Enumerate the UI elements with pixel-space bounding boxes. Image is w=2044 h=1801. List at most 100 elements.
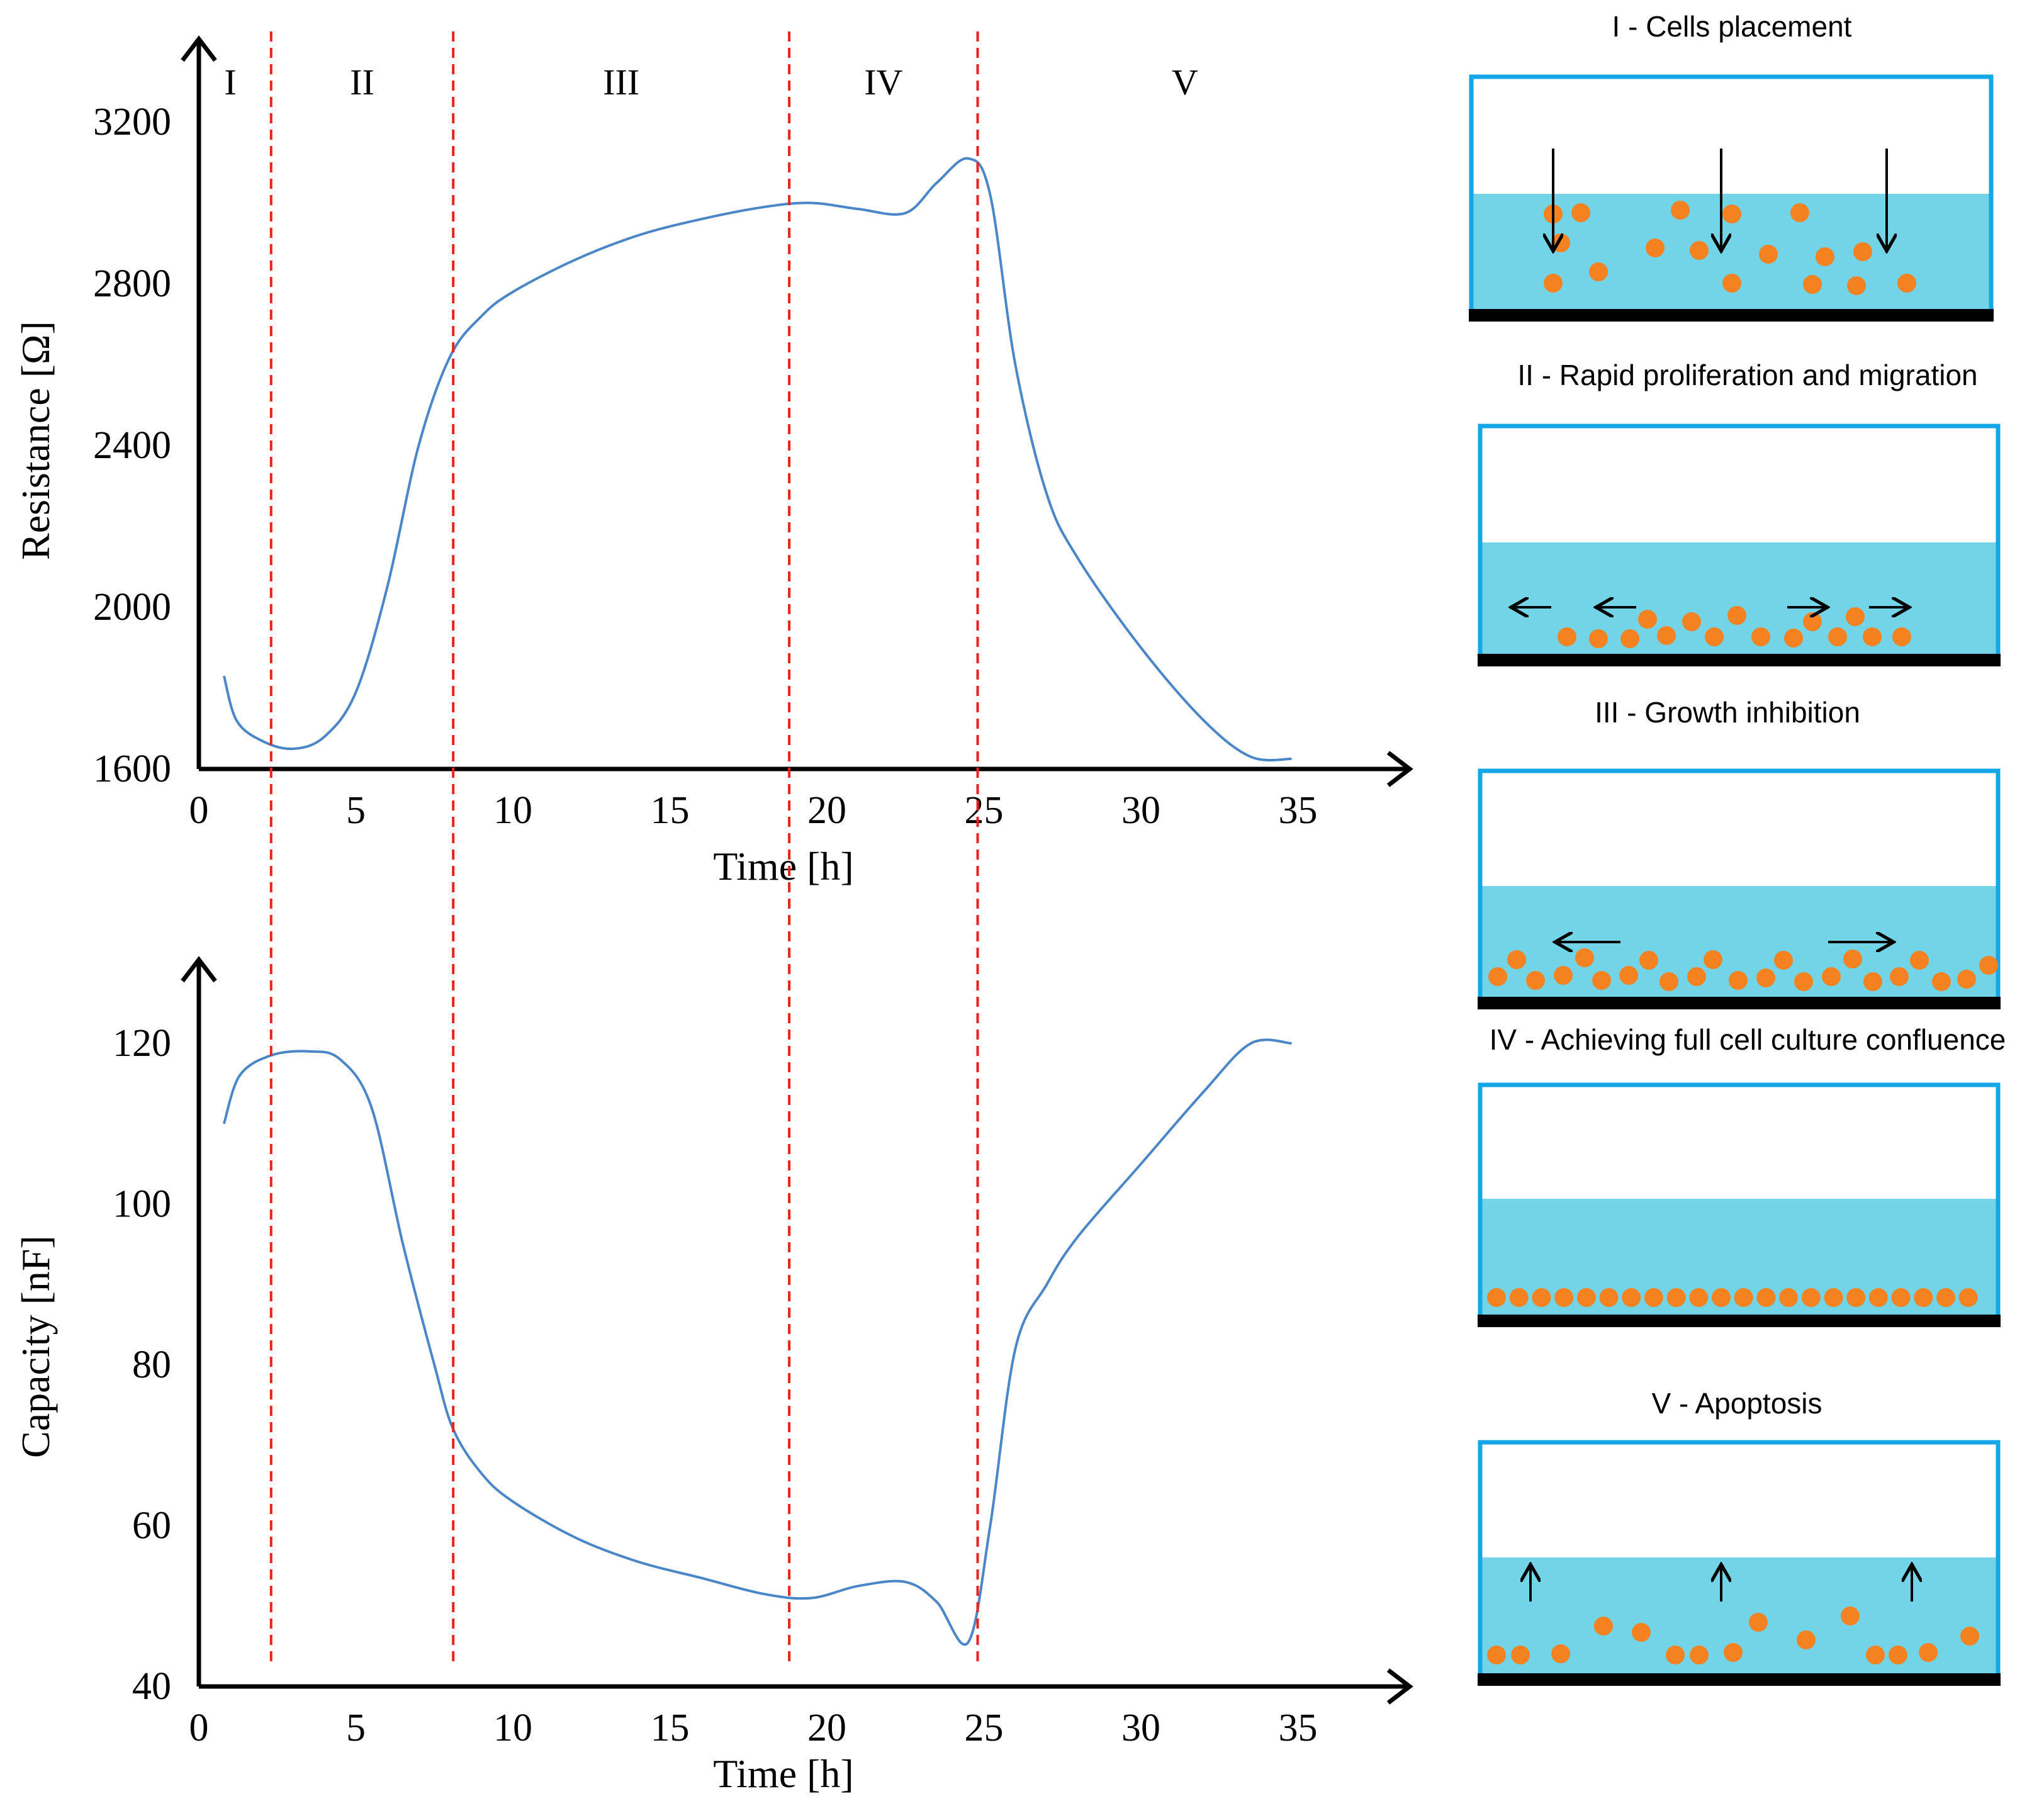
cell (1544, 274, 1563, 293)
cell (1727, 606, 1746, 625)
cell (1756, 1288, 1776, 1307)
resistance-x-tick-label: 20 (807, 789, 846, 832)
cell (1847, 276, 1866, 295)
resistance-x-axis-arrowhead (1386, 751, 1413, 787)
resistance-y-axis-title: Resistance [Ω] (13, 321, 58, 560)
cell (1639, 951, 1658, 970)
cell (1589, 262, 1608, 281)
cell (1936, 1288, 1955, 1307)
cell (1790, 203, 1809, 222)
cell (1914, 1288, 1933, 1307)
cell (1632, 1623, 1651, 1642)
cell (1722, 205, 1741, 223)
cell (1897, 274, 1916, 293)
panel-title-cells-placement: I - Cells placement (1612, 10, 1852, 43)
capacity-y-tick-label: 60 (132, 1505, 171, 1547)
cell (1957, 970, 1976, 989)
resistance-x-tick-label: 5 (346, 789, 366, 832)
resistance-series-line (222, 157, 1292, 762)
panel-title-apoptosis: V - Apoptosis (1651, 1387, 1822, 1420)
cell (1784, 629, 1803, 648)
substrate (1478, 1673, 2001, 1686)
phase-label: III (603, 62, 639, 103)
cell (1919, 1643, 1938, 1662)
cell (1779, 1288, 1799, 1307)
phase-labels: I II III IV V (224, 62, 1198, 103)
cell (1575, 948, 1594, 967)
cell (1690, 1646, 1709, 1664)
substrate (1478, 1315, 2001, 1327)
cell (1620, 629, 1639, 648)
cell (1960, 1627, 1979, 1646)
cell (1644, 1288, 1663, 1307)
cell (1801, 1288, 1821, 1307)
resistance-chart: 0 5 10 15 20 25 30 35 1600 2000 2400 2800 3200 Time … (13, 35, 1413, 889)
cell (1932, 972, 1951, 991)
cell (1690, 241, 1709, 260)
resistance-x-axis-title: Time [h] (713, 844, 853, 889)
resistance-x-tick-label: 15 (651, 789, 690, 832)
cell (1682, 612, 1701, 631)
cell (1751, 627, 1770, 646)
capacity-x-tick-label: 30 (1121, 1707, 1160, 1749)
cell (1526, 971, 1545, 990)
phase-schematics: I - Cells placement II - Rapid prolifera… (1469, 10, 2006, 1686)
cell (1828, 627, 1847, 646)
cell (1774, 951, 1793, 970)
cell (1841, 1607, 1860, 1625)
cell (1689, 1288, 1709, 1307)
resistance-x-tick-label: 35 (1279, 789, 1318, 832)
capacity-y-axis-title: Capacity [nF] (13, 1235, 58, 1458)
cell (1509, 1288, 1529, 1307)
cell (1794, 972, 1813, 991)
resistance-y-tick-label: 1600 (93, 748, 171, 790)
well-apoptosis (1478, 1440, 2001, 1686)
well-cells-placement (1469, 74, 1994, 322)
cell (1571, 203, 1590, 222)
resistance-y-tick-label: 2400 (93, 424, 171, 467)
cell (1666, 1646, 1685, 1664)
substrate (1478, 997, 2001, 1009)
capacity-series-line (223, 1038, 1292, 1646)
well-confluence (1478, 1082, 2001, 1327)
phase-label: II (350, 62, 374, 103)
capacity-x-tick-label: 25 (965, 1707, 1004, 1749)
cell (1734, 1288, 1753, 1307)
resistance-x-tick-label: 25 (965, 789, 1004, 832)
cell (1889, 1646, 1907, 1664)
cell (1487, 1646, 1506, 1664)
culture-medium (1480, 542, 1998, 658)
capacity-x-axis-title: Time [h] (713, 1751, 853, 1796)
capacity-x-axis-arrowhead (1386, 1668, 1413, 1705)
cell (1846, 607, 1865, 626)
panel-title-proliferation-migration: II - Rapid proliferation and migration (1517, 359, 1977, 391)
cell (1797, 1630, 1816, 1649)
cell (1759, 245, 1778, 264)
cell (1666, 1288, 1686, 1307)
cell (1891, 1288, 1911, 1307)
cell (1863, 972, 1882, 991)
capacity-x-tick-label: 0 (189, 1707, 209, 1749)
cell (1592, 971, 1611, 990)
phase-label: V (1172, 62, 1198, 103)
phase-label: IV (864, 62, 902, 103)
cell (1507, 950, 1526, 969)
cell (1554, 1288, 1574, 1307)
capacity-y-tick-label: 40 (132, 1665, 171, 1708)
resistance-y-tick-label: 3200 (93, 101, 171, 143)
cell (1532, 1288, 1551, 1307)
capacity-x-tick-label: 10 (493, 1707, 532, 1749)
cell (1671, 201, 1690, 220)
capacity-x-tick-label: 5 (346, 1707, 366, 1749)
cell (1551, 1644, 1570, 1663)
cell (1646, 238, 1665, 257)
panel-title-growth-inhibition: III - Growth inhibition (1595, 696, 1860, 729)
cell (1803, 275, 1822, 294)
resistance-y-axis-arrowhead (181, 35, 217, 62)
cell (1868, 1288, 1888, 1307)
resistance-x-tick-label: 0 (189, 789, 209, 832)
cell (1910, 951, 1929, 970)
well-proliferation-migration (1478, 424, 2001, 666)
cell (1558, 627, 1576, 646)
cell (1712, 1288, 1731, 1307)
